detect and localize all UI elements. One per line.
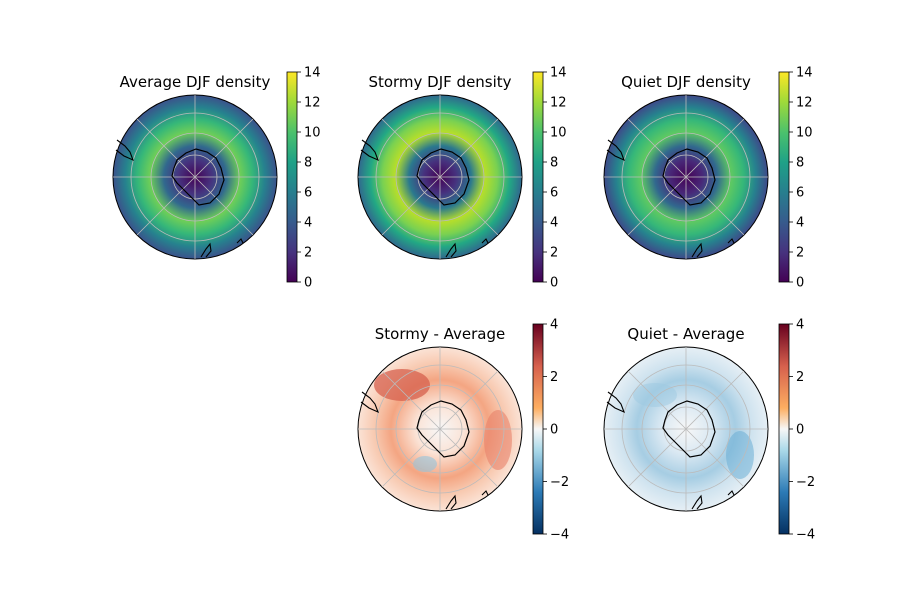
negative-anomaly bbox=[726, 431, 754, 479]
australia-nz-coastline bbox=[200, 238, 244, 258]
australia-nz-coastline bbox=[445, 490, 489, 510]
panel-title: Quiet DJF density bbox=[621, 73, 751, 91]
colorbar-tick-label: 2 bbox=[796, 246, 804, 261]
south-america-coastline bbox=[115, 139, 134, 162]
colorbar-tick-label: 0 bbox=[796, 423, 804, 438]
colorbar-tick-label: 4 bbox=[304, 216, 312, 231]
antarctica-coastline bbox=[662, 400, 716, 458]
australia-nz-coastline bbox=[691, 238, 735, 258]
colorbar-tick-label: 4 bbox=[550, 318, 558, 333]
colorbar: 0 2 4 6 8 10 12 14 bbox=[286, 66, 321, 291]
south-america-coastline bbox=[606, 139, 625, 162]
panel-average-density: Average DJF density 0 2 4 6 8 10 12 14 bbox=[112, 66, 321, 291]
negative-anomaly bbox=[413, 456, 437, 472]
graticule bbox=[604, 95, 768, 259]
colorbar-tick-label: 10 bbox=[304, 126, 321, 141]
panel-title: Average DJF density bbox=[120, 73, 271, 91]
australia-nz-coastline bbox=[691, 490, 735, 510]
colorbar-gradient bbox=[286, 71, 298, 283]
colorbar-tick-label: 8 bbox=[550, 156, 558, 171]
south-america-coastline bbox=[360, 391, 379, 414]
panel-title: Quiet - Average bbox=[627, 325, 744, 343]
colorbar-tick-label: −2 bbox=[796, 475, 815, 490]
colorbar-tick-label: 8 bbox=[796, 156, 804, 171]
colorbar-tick-label: 2 bbox=[550, 370, 558, 385]
colorbar-tick-label: −4 bbox=[550, 528, 569, 543]
colorbar: 4 2 0 −2 −4 bbox=[532, 318, 569, 543]
panel-stormy-density: Stormy DJF density 0 2 4 6 8 10 12 14 bbox=[357, 66, 567, 291]
antarctica-coastline bbox=[171, 148, 225, 206]
colorbar-tick-label: 12 bbox=[304, 96, 321, 111]
colorbar-tick-label: −4 bbox=[796, 528, 815, 543]
colorbar-tick-label: 14 bbox=[304, 66, 321, 81]
australia-nz-coastline bbox=[445, 238, 489, 258]
graticule bbox=[604, 347, 768, 511]
graticule bbox=[113, 95, 277, 259]
colorbar-tick-label: 0 bbox=[550, 423, 558, 438]
colorbar-tick-label: 8 bbox=[304, 156, 312, 171]
positive-anomaly bbox=[374, 369, 430, 401]
colorbar: 0 2 4 6 8 10 12 14 bbox=[778, 66, 813, 291]
colorbar-gradient bbox=[778, 323, 790, 535]
colorbar-gradient bbox=[778, 71, 790, 283]
panel-quiet-density: Quiet DJF density 0 2 4 6 8 10 12 14 bbox=[603, 66, 813, 291]
positive-anomaly bbox=[484, 410, 512, 470]
colorbar: 4 2 0 −2 −4 bbox=[778, 318, 815, 543]
panel-title: Stormy - Average bbox=[375, 325, 506, 343]
colorbar-tick-label: −2 bbox=[550, 475, 569, 490]
antarctica-coastline bbox=[416, 400, 470, 458]
colorbar-tick-label: 2 bbox=[550, 246, 558, 261]
colorbar-tick-label: 4 bbox=[796, 318, 804, 333]
panel-stormy-minus-average: Stormy - Average 4 2 0 −2 −4 bbox=[357, 318, 569, 543]
colorbar-tick-label: 2 bbox=[304, 246, 312, 261]
colorbar-tick-label: 10 bbox=[796, 126, 813, 141]
panel-title: Stormy DJF density bbox=[368, 73, 511, 91]
colorbar-tick-label: 6 bbox=[796, 186, 804, 201]
south-america-coastline bbox=[360, 139, 379, 162]
colorbar-gradient bbox=[532, 323, 544, 535]
colorbar-gradient bbox=[532, 71, 544, 283]
colorbar-tick-label: 14 bbox=[796, 66, 813, 81]
colorbar-tick-label: 12 bbox=[796, 96, 813, 111]
graticule bbox=[358, 347, 522, 511]
graticule bbox=[358, 95, 522, 259]
colorbar-tick-label: 2 bbox=[796, 370, 804, 385]
south-america-coastline bbox=[606, 391, 625, 414]
colorbar-tick-label: 14 bbox=[550, 66, 567, 81]
colorbar-tick-label: 4 bbox=[796, 216, 804, 231]
colorbar-tick-label: 0 bbox=[304, 276, 312, 291]
colorbar-tick-label: 4 bbox=[550, 216, 558, 231]
colorbar-tick-label: 0 bbox=[550, 276, 558, 291]
panel-quiet-minus-average: Quiet - Average 4 2 0 −2 −4 bbox=[603, 318, 815, 543]
antarctica-coastline bbox=[662, 148, 716, 206]
negative-anomaly bbox=[633, 383, 677, 407]
colorbar-tick-label: 10 bbox=[550, 126, 567, 141]
colorbar-tick-label: 0 bbox=[796, 276, 804, 291]
colorbar-tick-label: 6 bbox=[550, 186, 558, 201]
colorbar-tick-label: 6 bbox=[304, 186, 312, 201]
antarctica-coastline bbox=[416, 148, 470, 206]
colorbar: 0 2 4 6 8 10 12 14 bbox=[532, 66, 567, 291]
colorbar-tick-label: 12 bbox=[550, 96, 567, 111]
